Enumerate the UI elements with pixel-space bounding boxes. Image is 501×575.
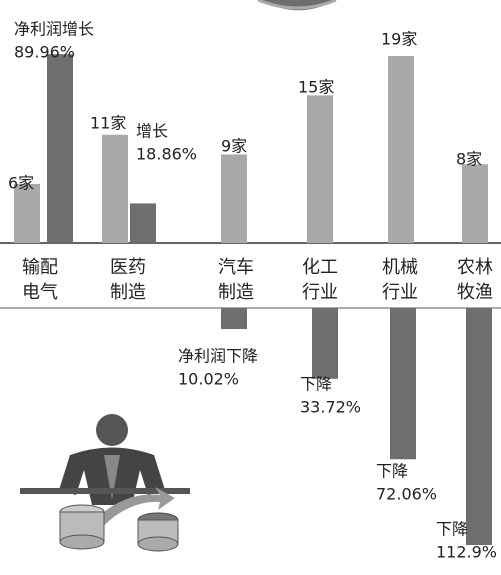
x-tick-label: 输配 bbox=[22, 257, 58, 278]
data-label: 净利润下降 bbox=[178, 347, 258, 366]
bar bbox=[388, 56, 414, 243]
data-label: 6家 bbox=[8, 174, 34, 193]
x-tick-label: 农林 bbox=[457, 257, 493, 278]
chart: 输配电气医药制造汽车制造化工行业机械行业农林牧渔6家11家9家15家19家8家净… bbox=[0, 0, 501, 575]
bar bbox=[14, 184, 40, 243]
bar bbox=[462, 164, 488, 243]
data-label: 增长 bbox=[136, 122, 168, 141]
data-label: 下降 bbox=[300, 375, 332, 394]
bar bbox=[312, 308, 338, 379]
bar bbox=[466, 308, 492, 545]
bar bbox=[130, 203, 156, 243]
data-label: 9家 bbox=[221, 137, 247, 156]
x-tick-label: 制造 bbox=[218, 282, 254, 303]
illustration bbox=[20, 414, 190, 551]
bar bbox=[390, 308, 416, 459]
data-label: 净利润增长 bbox=[14, 20, 94, 39]
data-label: 89.96% bbox=[14, 43, 75, 62]
x-tick-label: 行业 bbox=[382, 282, 418, 303]
x-tick-label: 机械 bbox=[382, 257, 418, 278]
data-label: 18.86% bbox=[136, 145, 197, 164]
data-label: 下降 bbox=[436, 520, 468, 539]
data-label: 15家 bbox=[298, 78, 334, 97]
x-tick-label: 化工 bbox=[302, 257, 338, 278]
data-label: 8家 bbox=[456, 150, 482, 169]
data-label: 10.02% bbox=[178, 370, 239, 389]
data-label: 33.72% bbox=[300, 398, 361, 417]
x-tick-label: 电气 bbox=[22, 282, 58, 303]
data-label: 72.06% bbox=[376, 485, 437, 504]
data-label: 112.9% bbox=[436, 543, 497, 562]
bar bbox=[102, 135, 128, 243]
bar bbox=[221, 154, 247, 243]
x-tick-label: 制造 bbox=[110, 282, 146, 303]
x-tick-label: 行业 bbox=[302, 282, 338, 303]
data-label: 下降 bbox=[376, 462, 408, 481]
bar bbox=[307, 95, 333, 243]
x-tick-label: 医药 bbox=[110, 257, 146, 278]
bar bbox=[221, 308, 247, 329]
data-label: 19家 bbox=[381, 30, 417, 49]
data-label: 11家 bbox=[90, 114, 126, 133]
x-tick-label: 牧渔 bbox=[457, 282, 493, 303]
bar bbox=[47, 54, 73, 243]
x-tick-label: 汽车 bbox=[218, 257, 254, 278]
